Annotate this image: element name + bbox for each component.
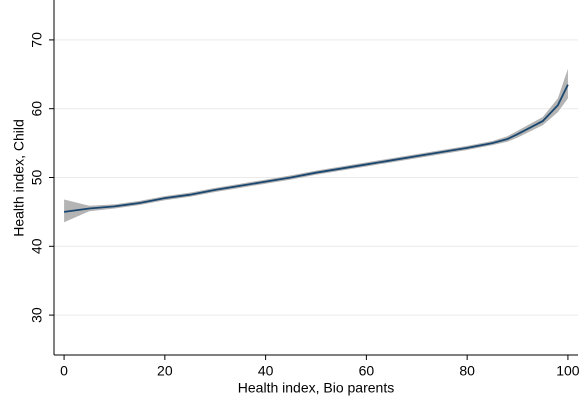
confidence-band <box>64 68 568 223</box>
y-tick-label: 40 <box>29 238 45 254</box>
x-tick-label: 0 <box>60 363 68 379</box>
y-axis-label: Health index, Child <box>11 119 27 237</box>
line <box>63 84 569 213</box>
y-tick-label: 50 <box>29 170 45 186</box>
x-tick-label: 20 <box>157 363 173 379</box>
y-tick-label: 60 <box>29 101 45 117</box>
x-tick-label: 80 <box>459 363 475 379</box>
x-tick-label: 100 <box>556 363 580 379</box>
x-tick-label: 60 <box>359 363 375 379</box>
x-tick-label: 40 <box>258 363 274 379</box>
x-axis-label: Health index, Bio parents <box>238 380 394 396</box>
y-tick-label: 70 <box>29 32 45 48</box>
y-tick-label: 30 <box>29 307 45 323</box>
